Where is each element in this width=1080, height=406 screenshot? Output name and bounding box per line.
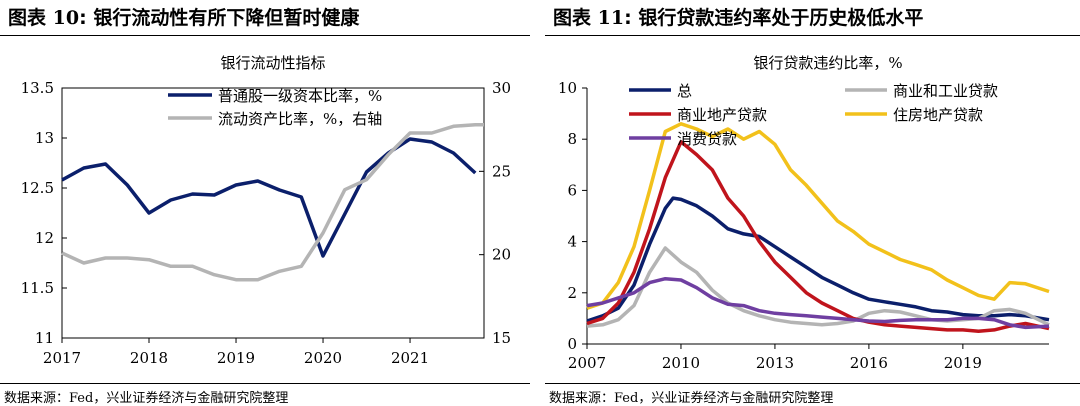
y-tick-label: 8 — [567, 130, 577, 148]
series-line-0 — [586, 196, 1050, 323]
chart-title: 银行贷款违约比率，% — [753, 54, 902, 72]
figure-10-source: 数据来源：Fed，兴业证券经济与金融研究院整理 — [4, 391, 289, 406]
series-line-1 — [61, 122, 484, 282]
y-right-tick-label: 20 — [492, 246, 511, 264]
y-tick-label: 4 — [567, 233, 577, 251]
x-tick-label: 2017 — [43, 349, 81, 367]
y-right-tick-label: 25 — [492, 162, 511, 180]
x-tick-label: 2018 — [130, 349, 168, 367]
y-left-tick-label: 13 — [35, 129, 54, 147]
figure-11-panel: 图表 11: 银行贷款违约率处于历史极低水平 银行贷款违约比率，% 10 8 6 4 2 0… — [545, 0, 1080, 406]
chart-title: 银行流动性指标 — [220, 54, 325, 72]
legend-label-1: 流动资产比率，%，右轴 — [218, 110, 382, 128]
legend-label-4: 消费贷款 — [677, 130, 737, 148]
y-left-tick-label: 11.5 — [21, 279, 54, 297]
x-tick-label: 2013 — [756, 354, 794, 372]
series-line-2 — [586, 140, 1050, 333]
figure-10-bottom-rule — [0, 383, 530, 384]
figure-10-number: 10 — [52, 7, 80, 29]
y-tick-label: 6 — [567, 181, 577, 199]
series-line-3 — [586, 122, 1050, 310]
plot-frame — [61, 87, 485, 339]
figure-11-top-rule — [545, 35, 1080, 36]
y-left-tick-label: 13.5 — [21, 79, 54, 97]
figure-10-panel: 图表 10: 银行流动性有所下降但暂时健康 银行流动性指标 13.5 13 12.5 1… — [0, 0, 530, 406]
x-tick-label: 2021 — [391, 349, 429, 367]
y-right-tick-label: 15 — [492, 329, 511, 347]
liquidity-chart: 银行流动性指标 13.5 13 12.5 12 11.5 11 30 25 20 15 2017 201… — [21, 54, 512, 367]
y-left-tick-label: 11 — [35, 329, 54, 347]
figure-11-bottom-rule — [545, 383, 1080, 384]
figure-10-header: 图表 10: 银行流动性有所下降但暂时健康 — [8, 7, 360, 29]
y-tick-label: 0 — [567, 335, 577, 353]
legend-label-2: 商业地产贷款 — [677, 106, 767, 124]
figure-10-prefix: 图表 — [8, 7, 47, 29]
x-tick-label: 2016 — [850, 354, 888, 372]
legend-label-0: 总 — [677, 82, 692, 100]
x-tick-label: 2007 — [568, 354, 606, 372]
legend-label-1: 商业和工业贷款 — [893, 82, 998, 100]
legend-label-3: 住房地产贷款 — [893, 106, 983, 124]
figure-11-header: 图表 11: 银行贷款违约率处于历史极低水平 — [553, 7, 924, 29]
series-line-0 — [61, 137, 477, 258]
figure-10-title: 银行流动性有所下降但暂时健康 — [93, 7, 360, 29]
y-left-tick-label: 12.5 — [21, 179, 54, 197]
figure-11-source: 数据来源：Fed，兴业证券经济与金融研究院整理 — [549, 391, 834, 406]
x-tick-label: 2010 — [662, 354, 700, 372]
y-tick-label: 2 — [567, 284, 577, 302]
y-left-tick-label: 12 — [35, 229, 54, 247]
series-line-4 — [586, 276, 1050, 330]
figure-11-number: 11 — [597, 7, 625, 29]
y-right-tick-label: 30 — [492, 79, 511, 97]
y-tick-label: 10 — [558, 79, 577, 97]
x-tick-label: 2019 — [944, 354, 982, 372]
x-tick-label: 2019 — [217, 349, 255, 367]
figure-10-top-rule — [0, 35, 530, 36]
figure-11-title: 银行贷款违约率处于历史极低水平 — [638, 7, 924, 29]
figure-11-prefix: 图表 — [553, 7, 592, 29]
x-tick-label: 2020 — [304, 349, 342, 367]
legend-label-0: 普通股一级资本比率，% — [218, 87, 382, 105]
